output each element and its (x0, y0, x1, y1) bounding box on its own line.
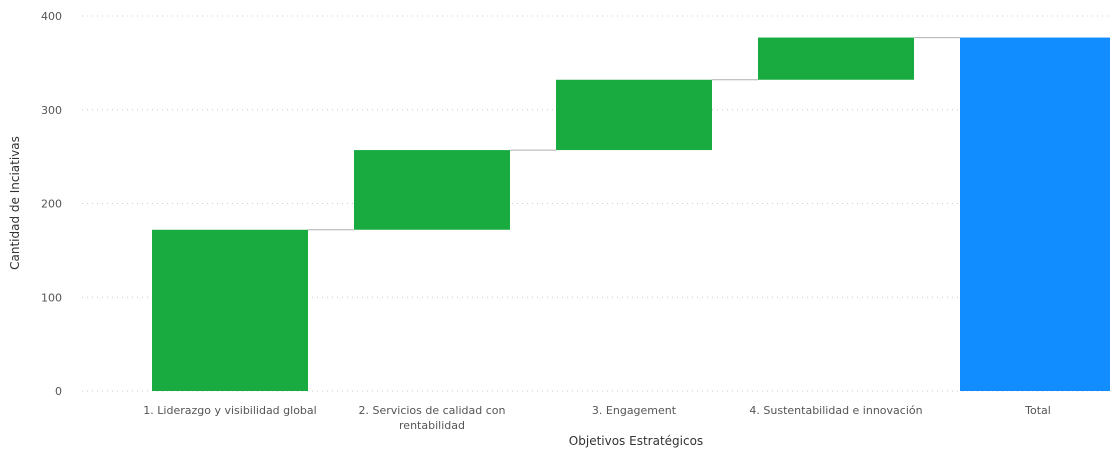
y-tick-label: 100 (41, 291, 62, 304)
x-category-label: Total (1024, 404, 1051, 417)
bar-total[interactable] (960, 37, 1110, 391)
bars (152, 37, 1110, 391)
y-axis-title: Cantidad de Inciativas (8, 136, 22, 270)
bar-increase[interactable] (758, 37, 914, 80)
x-category-label-line: 1. Liderazgo y visibilidad global (143, 404, 316, 417)
bar-increase[interactable] (556, 79, 712, 151)
x-category-label: 3. Engagement (592, 404, 677, 417)
y-axis-ticks: 0 100 200 300 400 (41, 10, 62, 398)
x-category-label: 1. Liderazgo y visibilidad global (143, 404, 316, 417)
x-category-label: 4. Sustentabilidad e innovación (749, 404, 922, 417)
y-tick-label: 300 (41, 104, 62, 117)
bar-increase[interactable] (354, 150, 510, 230)
x-axis-labels: 1. Liderazgo y visibilidad global 2. Serv… (143, 404, 1051, 432)
connectors (308, 37, 960, 231)
x-category-label-line: rentabilidad (399, 419, 465, 432)
x-axis-title: Objetivos Estratégicos (569, 434, 703, 448)
x-category-label-line: 3. Engagement (592, 404, 677, 417)
x-category-label-line: 2. Servicios de calidad con (359, 404, 506, 417)
x-category-label: 2. Servicios de calidad con rentabilidad (359, 404, 506, 432)
y-tick-label: 0 (55, 385, 62, 398)
y-tick-label: 400 (41, 10, 62, 23)
bar-increase[interactable] (152, 229, 308, 391)
y-tick-label: 200 (41, 198, 62, 211)
x-category-label-line: 4. Sustentabilidad e innovación (749, 404, 922, 417)
x-category-label-line: Total (1024, 404, 1051, 417)
